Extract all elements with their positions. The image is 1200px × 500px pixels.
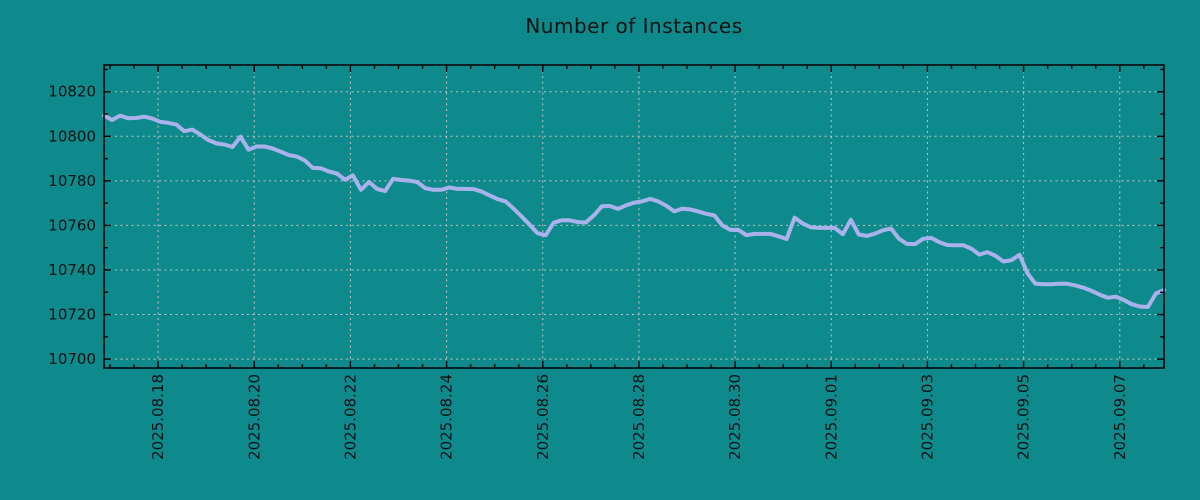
x-tick-label: 2025.09.05	[1015, 374, 1033, 460]
y-tick-label: 10800	[48, 127, 96, 145]
y-tick-label: 10720	[48, 306, 96, 324]
x-tick-label: 2025.08.18	[149, 374, 167, 460]
x-tick-label: 2025.08.26	[534, 374, 552, 460]
chart-title: Number of Instances	[525, 14, 743, 38]
x-tick-label: 2025.08.30	[726, 374, 744, 460]
x-tick-label: 2025.08.24	[438, 374, 456, 460]
y-tick-label: 10760	[48, 216, 96, 234]
y-tick-label: 10740	[48, 261, 96, 279]
x-tick-label: 2025.09.01	[822, 374, 840, 460]
y-tick-label: 10820	[48, 83, 96, 101]
x-tick-label: 2025.08.28	[630, 374, 648, 460]
series-line-instances	[102, 113, 1166, 309]
x-tick-label: 2025.08.20	[245, 374, 263, 460]
y-tick-label: 10700	[48, 350, 96, 368]
x-tick-label: 2025.08.22	[341, 374, 359, 460]
plot-border	[103, 64, 1165, 369]
x-tick-label: 2025.09.03	[918, 374, 936, 460]
x-tick-label: 2025.09.07	[1111, 374, 1129, 460]
y-tick-label: 10780	[48, 172, 96, 190]
